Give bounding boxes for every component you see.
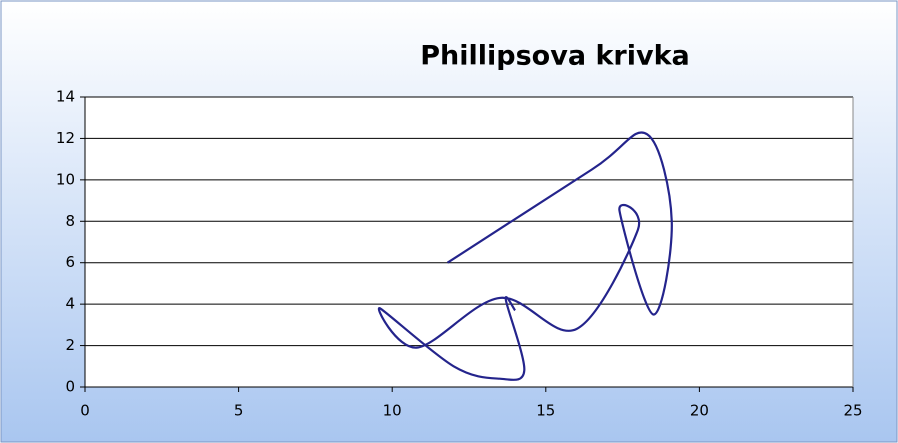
x-tick-label: 0 — [80, 402, 90, 420]
x-tick-label: 5 — [234, 402, 244, 420]
x-tick-label: 25 — [843, 402, 862, 420]
y-tick-label: 8 — [65, 212, 75, 230]
x-tick-label: 15 — [536, 402, 555, 420]
y-tick-label: 6 — [65, 253, 75, 271]
x-tick-label: 10 — [383, 402, 402, 420]
y-tick-label: 12 — [56, 129, 75, 147]
y-tick-label: 0 — [65, 378, 75, 396]
series-line — [377, 131, 673, 381]
chart-title: Phillipsova krivka — [420, 41, 690, 72]
plot-area — [85, 97, 853, 387]
x-tick-label: 20 — [690, 402, 709, 420]
y-tick-label: 10 — [56, 170, 75, 188]
y-tick-label: 4 — [65, 295, 75, 313]
y-tick-label: 14 — [56, 88, 75, 106]
y-tick-label: 2 — [65, 336, 75, 354]
